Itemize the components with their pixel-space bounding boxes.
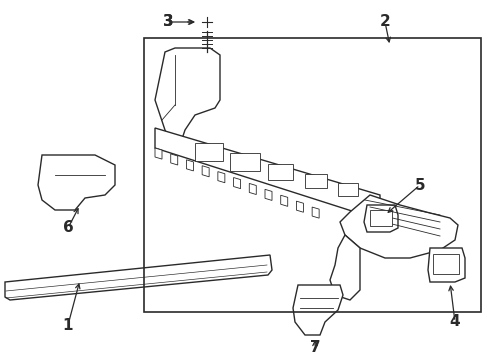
- Text: 2: 2: [379, 14, 389, 30]
- Polygon shape: [233, 177, 240, 189]
- Polygon shape: [329, 235, 359, 300]
- Polygon shape: [363, 205, 397, 232]
- Polygon shape: [311, 207, 319, 218]
- Polygon shape: [155, 148, 162, 159]
- Text: 4: 4: [449, 315, 459, 329]
- Text: 5: 5: [414, 177, 425, 193]
- Polygon shape: [280, 195, 287, 206]
- Polygon shape: [339, 195, 457, 258]
- Text: 1: 1: [62, 318, 73, 333]
- Polygon shape: [38, 155, 115, 210]
- Text: 7: 7: [309, 341, 320, 356]
- Bar: [143, 38, 480, 312]
- Bar: [267, 164, 292, 180]
- Polygon shape: [292, 285, 342, 335]
- Bar: [305, 174, 326, 188]
- Bar: [432, 254, 458, 274]
- Text: 3: 3: [163, 14, 173, 30]
- Polygon shape: [155, 48, 220, 145]
- Bar: [369, 210, 391, 226]
- Bar: [229, 153, 260, 171]
- Bar: [195, 143, 223, 161]
- Polygon shape: [249, 184, 256, 194]
- Text: 6: 6: [62, 220, 73, 235]
- Polygon shape: [218, 172, 224, 183]
- Polygon shape: [5, 255, 271, 300]
- Polygon shape: [202, 166, 209, 177]
- Polygon shape: [427, 248, 464, 282]
- Polygon shape: [170, 154, 177, 165]
- Text: 3: 3: [163, 14, 173, 30]
- Polygon shape: [296, 201, 303, 212]
- Bar: [337, 183, 357, 196]
- Polygon shape: [264, 189, 271, 201]
- Polygon shape: [186, 160, 193, 171]
- Polygon shape: [155, 128, 379, 220]
